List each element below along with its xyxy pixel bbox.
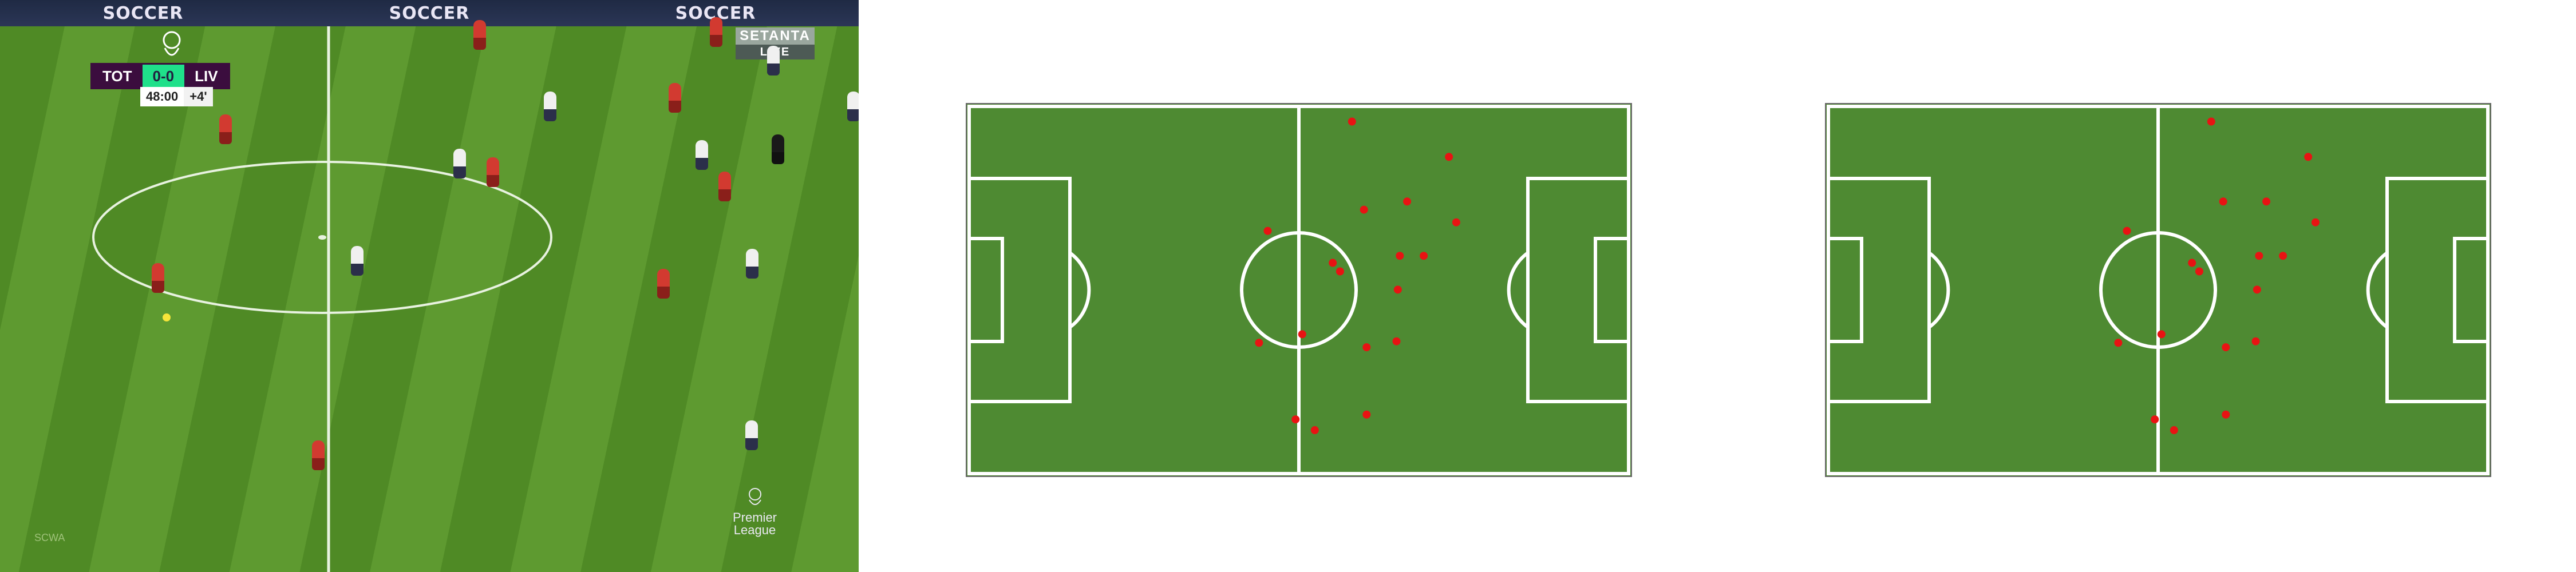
- player-dot: [2222, 343, 2230, 351]
- player: [847, 92, 859, 121]
- player: [544, 92, 556, 121]
- premier-league-lion-icon: [155, 29, 189, 63]
- player: [745, 420, 758, 450]
- premier-league-lion-icon: [744, 486, 767, 509]
- player-dot: [2151, 415, 2159, 423]
- player-dot: [1362, 411, 1370, 419]
- player-dot: [2253, 285, 2261, 293]
- player-dot: [1348, 118, 1356, 126]
- corner-mark: SCWA: [34, 532, 65, 544]
- score: 0-0: [143, 65, 185, 88]
- player: [746, 249, 758, 279]
- player-dot: [1403, 197, 1411, 205]
- player-dot: [2252, 337, 2260, 345]
- player-dot: [2188, 259, 2196, 267]
- channel-name: SETANTA: [736, 27, 815, 45]
- tactical-board-subset: [1825, 103, 2491, 477]
- watermark-line: League: [733, 524, 777, 537]
- player-dot: [1291, 415, 1299, 423]
- home-team: TOT: [92, 65, 143, 88]
- player: [669, 83, 681, 113]
- player: [696, 140, 708, 170]
- tactical-board-full: [966, 103, 1632, 477]
- advertising-board: SOCCER SOCCER SOCCER: [0, 0, 859, 26]
- away-team: LIV: [184, 65, 228, 88]
- player-dot: [1255, 339, 1263, 347]
- player-dot: [2123, 227, 2131, 235]
- added-time: +4': [184, 87, 212, 106]
- player-dot: [1420, 252, 1428, 260]
- watermark-line: Premier: [733, 511, 777, 524]
- player-dot: [2114, 339, 2122, 347]
- player: [152, 263, 164, 293]
- player-dot: [1329, 259, 1337, 267]
- player-dot: [1336, 268, 1344, 276]
- player-dot: [1452, 219, 1460, 227]
- player: [710, 17, 722, 47]
- player: [718, 172, 731, 201]
- broadcast-frame: SOCCER SOCCER SOCCER TOT 0-0 LIV 48:00 +…: [0, 0, 859, 572]
- player-dot: [2255, 252, 2263, 260]
- player: [312, 440, 325, 470]
- scorebug: TOT 0-0 LIV: [90, 63, 230, 89]
- player-dot: [2170, 426, 2178, 434]
- player-dot: [1393, 337, 1401, 345]
- player-dot: [1311, 426, 1319, 434]
- player: [219, 114, 232, 144]
- player-dot: [2262, 197, 2270, 205]
- player-dot: [2219, 197, 2227, 205]
- player-dot: [2304, 153, 2312, 161]
- player-dot: [1445, 153, 1453, 161]
- player-dot: [1360, 206, 1368, 214]
- player-dot: [1263, 227, 1271, 235]
- clock-time: 48:00: [140, 87, 184, 106]
- player: [767, 46, 780, 76]
- player-dot: [2312, 219, 2320, 227]
- player-dot: [2222, 411, 2230, 419]
- player-dot: [2195, 268, 2203, 276]
- player-dot: [2279, 252, 2287, 260]
- player: [657, 269, 670, 299]
- pitch-diagram: [1826, 104, 2490, 476]
- pitch-diagram: [967, 104, 1631, 476]
- player: [473, 20, 486, 50]
- player: [351, 246, 364, 276]
- player-dot: [2207, 118, 2215, 126]
- player: [453, 149, 466, 178]
- ball: [163, 313, 171, 321]
- player-dot: [1394, 285, 1402, 293]
- player-dot: [1396, 252, 1404, 260]
- player-dot: [1362, 343, 1370, 351]
- match-clock: 48:00 +4': [140, 87, 213, 106]
- ad-text: SOCCER: [103, 3, 184, 23]
- player: [487, 157, 499, 187]
- player-dot: [1298, 330, 1306, 338]
- player-dot: [2158, 330, 2166, 338]
- ad-text: SOCCER: [389, 3, 470, 23]
- player: [772, 134, 784, 164]
- premier-league-watermark: Premier League: [733, 486, 777, 537]
